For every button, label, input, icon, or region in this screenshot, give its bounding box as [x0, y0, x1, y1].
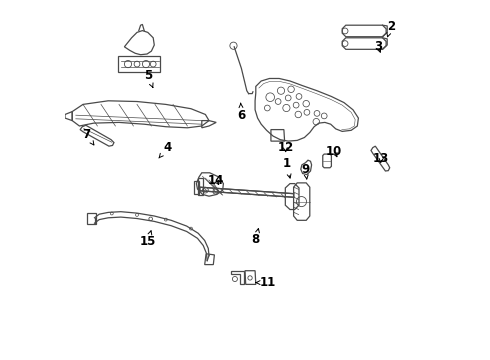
- Text: 13: 13: [373, 152, 389, 165]
- Text: 5: 5: [144, 69, 153, 87]
- Text: 8: 8: [252, 229, 260, 246]
- Text: 3: 3: [374, 40, 382, 53]
- Text: 6: 6: [237, 103, 245, 122]
- Text: 15: 15: [140, 231, 156, 248]
- Text: 11: 11: [256, 276, 275, 289]
- Text: 10: 10: [326, 145, 343, 158]
- Text: 12: 12: [277, 141, 294, 154]
- Text: 14: 14: [208, 174, 224, 186]
- Text: 2: 2: [387, 21, 395, 37]
- Text: 7: 7: [82, 129, 94, 145]
- Text: 1: 1: [282, 157, 291, 178]
- Text: 9: 9: [301, 163, 310, 179]
- Text: 4: 4: [159, 141, 171, 158]
